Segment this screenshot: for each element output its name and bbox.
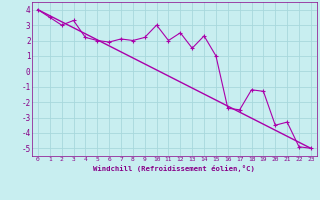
X-axis label: Windchill (Refroidissement éolien,°C): Windchill (Refroidissement éolien,°C) bbox=[93, 165, 255, 172]
